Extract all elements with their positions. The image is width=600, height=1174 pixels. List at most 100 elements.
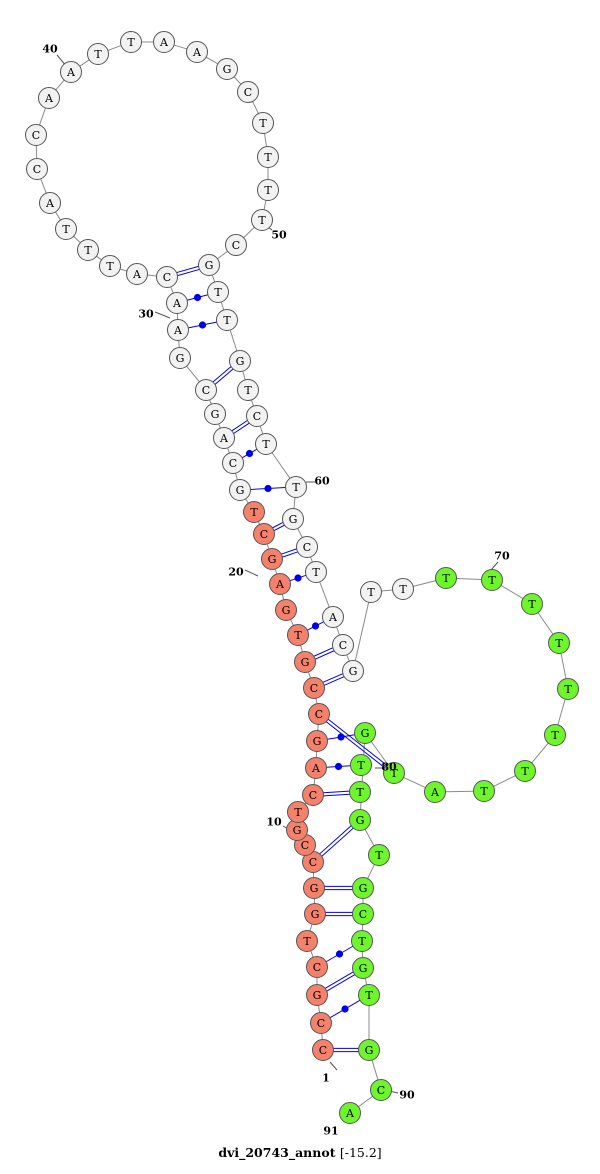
nucleotide-node[interactable]: C [370, 1079, 392, 1101]
nucleotide-node[interactable]: T [55, 218, 77, 240]
nucleotide-node[interactable]: T [392, 578, 414, 600]
nucleotide-node[interactable]: T [120, 31, 142, 53]
nucleotide-node[interactable]: G [198, 254, 220, 276]
nucleotide-node[interactable]: T [257, 146, 279, 168]
backbone-link [119, 268, 128, 272]
nucleotide-node[interactable]: T [548, 632, 570, 654]
nucleotide-node[interactable]: C [296, 536, 318, 558]
nucleotide-node[interactable]: G [304, 903, 326, 925]
nucleotide-node[interactable]: G [204, 403, 226, 425]
nucleotide-node[interactable]: G [303, 877, 325, 899]
nucleotide-node[interactable]: C [225, 234, 247, 256]
nucleotide-node[interactable]: A [339, 1102, 361, 1124]
nucleotide-node[interactable]: G [352, 957, 374, 979]
nucleotide-node[interactable]: C [237, 81, 259, 103]
nucleotide-node[interactable]: T [251, 209, 273, 231]
nucleotide-node[interactable]: A [39, 192, 61, 214]
nucleotide-label: C [309, 789, 317, 802]
nucleotide-node[interactable]: T [435, 567, 457, 589]
nucleotide-node[interactable]: C [352, 903, 374, 925]
nucleotide-node[interactable]: G [229, 350, 251, 372]
nucleotide-node[interactable]: A [153, 31, 175, 53]
nucleotide-node[interactable]: A [166, 292, 188, 314]
nucleotide-node[interactable]: T [368, 844, 390, 866]
nucleotide-node[interactable]: T [383, 762, 405, 784]
nucleotide-node[interactable]: T [473, 780, 495, 802]
nucleotide-node[interactable]: T [216, 309, 238, 331]
nucleotide-circle [39, 192, 61, 214]
nucleotide-node[interactable]: C [302, 784, 324, 806]
nucleotide-node[interactable]: A [305, 757, 327, 779]
nucleotide-node[interactable]: C [246, 405, 268, 427]
nucleotide-node[interactable]: T [358, 984, 380, 1006]
nucleotide-node[interactable]: G [275, 599, 297, 621]
nucleotide-circle [305, 757, 327, 779]
nucleotide-node[interactable]: A [167, 319, 189, 341]
nucleotide-node[interactable]: T [481, 569, 503, 591]
nucleotide-node[interactable]: G [169, 347, 191, 369]
nucleotide-label: A [275, 578, 285, 591]
nucleotide-node[interactable]: T [351, 930, 373, 952]
nucleotide-node[interactable]: C [306, 956, 328, 978]
nucleotide-node[interactable]: T [87, 43, 109, 65]
nucleotide-node[interactable]: C [26, 158, 48, 180]
nucleotide-node[interactable]: T [514, 760, 536, 782]
nucleotide-node[interactable]: T [305, 561, 327, 583]
nucleotide-label: G [282, 604, 291, 617]
nucleotide-node[interactable]: C [303, 677, 325, 699]
nucleotide-node[interactable]: T [296, 930, 318, 952]
nucleotide-node[interactable]: G [216, 58, 238, 80]
nucleotide-node[interactable]: A [60, 61, 82, 83]
nucleotide-node[interactable]: T [287, 801, 309, 823]
nucleotide-node[interactable]: G [358, 1039, 380, 1061]
nucleotide-node[interactable]: A [269, 573, 291, 595]
nucleotide-node[interactable]: T [252, 112, 274, 134]
nucleotide-node[interactable]: G [306, 730, 328, 752]
nucleotide-node[interactable]: T [350, 754, 372, 776]
nucleotide-node[interactable]: A [322, 606, 344, 628]
nucleotide-node[interactable]: A [186, 41, 208, 63]
nucleotide-node[interactable]: T [255, 433, 277, 455]
nucleotide-node[interactable]: C [25, 124, 47, 146]
nucleotide-node[interactable]: T [243, 501, 265, 523]
nucleotide-node[interactable]: C [253, 523, 275, 545]
nucleotide-node[interactable]: G [342, 660, 364, 682]
nucleotide-node[interactable]: A [213, 427, 235, 449]
nucleotide-node[interactable]: C [195, 379, 217, 401]
nucleotide-node[interactable]: A [424, 781, 446, 803]
backbone-link [218, 423, 221, 429]
nucleotide-node[interactable]: T [287, 624, 309, 646]
nucleotide-circle [306, 956, 328, 978]
nucleotide-node[interactable]: T [99, 255, 121, 277]
nucleotide-node[interactable]: G [306, 984, 328, 1006]
nucleotide-node[interactable]: C [308, 703, 330, 725]
nucleotide-node[interactable]: C [312, 1039, 334, 1061]
nucleotide-node[interactable]: G [294, 651, 316, 673]
nucleotide-node[interactable]: T [237, 379, 259, 401]
nucleotide-node[interactable]: C [156, 266, 178, 288]
nucleotide-node[interactable]: T [77, 239, 99, 261]
nucleotide-node[interactable]: G [352, 877, 374, 899]
nucleotide-node[interactable]: G [261, 548, 283, 570]
nucleotide-node[interactable]: G [229, 479, 251, 501]
nucleotide-node[interactable]: T [349, 781, 371, 803]
nucleotide-node[interactable]: T [207, 281, 229, 303]
nucleotide-node[interactable]: T [544, 724, 566, 746]
nucleotide-node[interactable]: T [360, 581, 382, 603]
nucleotide-node[interactable]: G [349, 809, 371, 831]
position-label: 80 [381, 761, 397, 774]
nucleotide-node[interactable]: C [222, 452, 244, 474]
nucleotide-node[interactable]: T [521, 593, 543, 615]
nucleotide-node[interactable]: C [332, 634, 354, 656]
nucleotide-node[interactable]: A [38, 87, 60, 109]
nucleotide-node[interactable]: T [285, 476, 307, 498]
nucleotide-node[interactable]: G [282, 508, 304, 530]
nucleotide-label: C [253, 410, 261, 423]
nucleotide-node[interactable]: C [310, 1012, 332, 1034]
nucleotide-circle [392, 578, 414, 600]
nucleotide-node[interactable]: A [126, 263, 148, 285]
nucleotide-node[interactable]: G [354, 722, 376, 744]
nucleotide-node[interactable]: T [557, 678, 579, 700]
nucleotide-node[interactable]: T [257, 179, 279, 201]
